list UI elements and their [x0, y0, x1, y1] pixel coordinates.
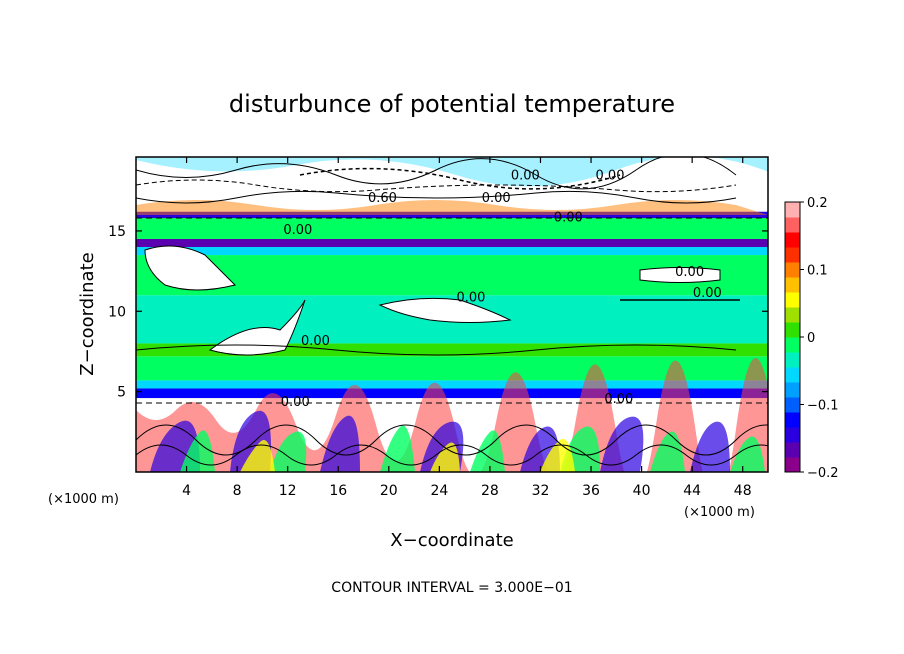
colorbar-swatch [785, 412, 800, 428]
colorbar-swatch [785, 367, 800, 383]
x-tick-label: 44 [683, 483, 701, 499]
colorbar-swatch [785, 202, 800, 218]
colorbar-swatch [785, 232, 800, 248]
colorbar-swatch [785, 262, 800, 278]
colorbar-label: 0.1 [807, 264, 828, 279]
colorbar-label: 0.2 [807, 196, 828, 211]
x-tick-label: 12 [279, 483, 297, 499]
x-axis-label: X−coordinate [390, 530, 513, 551]
data-band-3 [136, 356, 768, 381]
x-tick-label: 8 [233, 483, 242, 499]
plot-area: 0.60 0.000.00 0.000.000.000.000.000.000.00… [136, 157, 768, 472]
contour-labels: 0.60 0.000.00 0.000.000.000.000.000.000.00… [281, 169, 722, 411]
colorbar: 0.2 0.1 0 −0.1 −0.2 [784, 196, 839, 481]
contour-label: 0.00 [283, 223, 312, 238]
x-tick-label: 32 [532, 483, 550, 499]
x-tick-label: 20 [380, 483, 398, 499]
colorbar-swatch [785, 277, 800, 293]
colorbar-swatch [785, 382, 800, 398]
colorbar-swatch [785, 352, 800, 368]
data-band-1 [136, 388, 768, 399]
x-tick-label: 36 [582, 483, 600, 499]
data-band-8 [136, 238, 768, 247]
x-axis-ticks: 4 8 12 16 20 24 28 32 36 40 44 48 [182, 157, 752, 499]
colorbar-swatch [785, 322, 800, 338]
y-axis-label: Z−coordinate [77, 252, 98, 375]
contour-label: 0.00 [511, 169, 540, 184]
colorbar-swatch [785, 247, 800, 263]
data-band-7 [136, 247, 768, 256]
x-tick-label: 48 [734, 483, 752, 499]
upper-stratosphere-region [136, 157, 768, 215]
colorbar-label: −0.1 [807, 399, 839, 414]
colorbar-swatch [785, 427, 800, 443]
colorbar-swatch [785, 457, 800, 473]
x-unit-left: (×1000 m) [48, 492, 119, 507]
contour-label: 0.00 [301, 334, 330, 349]
data-band-9 [136, 218, 768, 239]
plot-frame [135, 156, 769, 473]
contour-label: 0.00 [675, 265, 704, 280]
mid-level-features [136, 217, 768, 404]
data-band-2 [136, 380, 768, 389]
y-tick-label: 5 [117, 385, 126, 401]
contour-label: 0.00 [604, 392, 633, 407]
contour-label: 0.00 [693, 286, 722, 301]
contour-label: 0.60 [368, 191, 397, 206]
colorbar-label: −0.2 [807, 466, 839, 481]
y-axis-ticks: 5 10 15 [108, 224, 768, 401]
colorbar-swatch [785, 397, 800, 413]
contour-label: 0.00 [482, 191, 511, 206]
x-unit-right: (×1000 m) [684, 505, 755, 520]
contour-label: 0.00 [281, 395, 310, 410]
x-tick-label: 40 [633, 483, 651, 499]
colorbar-label: 0 [807, 331, 815, 346]
y-tick-label: 15 [108, 224, 126, 240]
colorbar-swatch [785, 217, 800, 233]
y-tick-label: 10 [108, 304, 126, 320]
colorbar-swatch [785, 442, 800, 458]
contour-interval-note: CONTOUR INTERVAL = 3.000E−01 [331, 580, 572, 596]
lower-turbulence-region [136, 358, 768, 472]
contour-label: 0.00 [554, 210, 583, 225]
colorbar-swatch [785, 337, 800, 353]
x-tick-label: 4 [182, 483, 191, 499]
contour-label: 0.00 [596, 169, 625, 184]
chart-title: disturbunce of potential temperature [229, 90, 675, 118]
contour-label: 0.00 [456, 291, 485, 306]
x-tick-label: 24 [430, 483, 448, 499]
colorbar-swatch [785, 292, 800, 308]
x-tick-label: 16 [329, 483, 347, 499]
colorbar-swatch [785, 307, 800, 323]
x-tick-label: 28 [481, 483, 499, 499]
